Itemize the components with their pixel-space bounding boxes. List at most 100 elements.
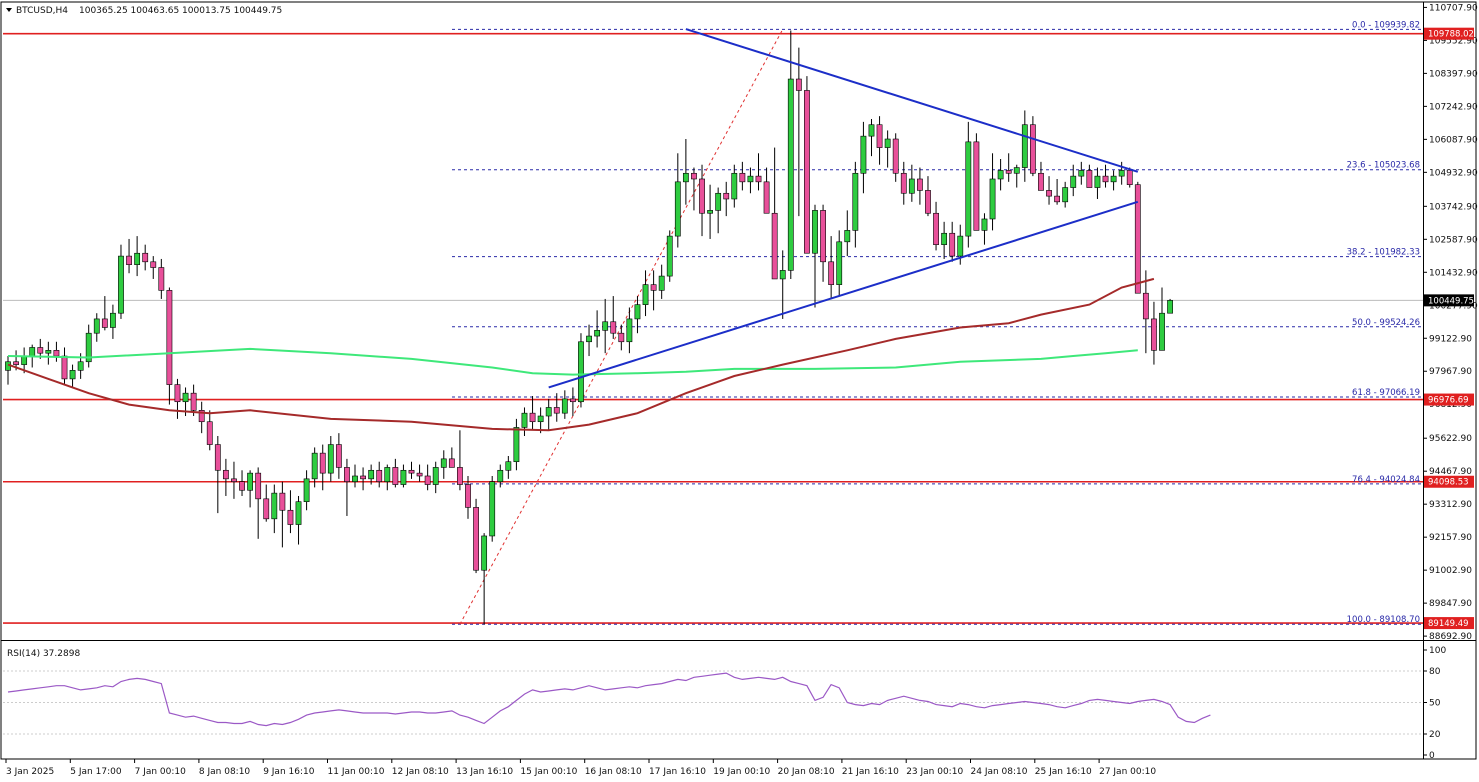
candle-body [650, 284, 657, 291]
candle [1151, 301, 1157, 365]
rsi-tick-label: 80 [1429, 667, 1441, 677]
time-tick-label: 20 Jan 08:10 [778, 767, 835, 777]
level-price-tag [1424, 27, 1474, 40]
fib-level-label: 38.2 - 101982.33 [1347, 248, 1420, 258]
candle [505, 455, 512, 479]
candle [392, 458, 399, 488]
candle [658, 264, 665, 299]
candle-body [214, 444, 221, 471]
candle-body [448, 458, 455, 468]
candle [626, 307, 633, 354]
candle [828, 236, 835, 299]
candle-body [537, 415, 544, 423]
candle [134, 236, 141, 277]
candle [917, 167, 923, 205]
candle [973, 133, 980, 231]
ma-fast-line [7, 347, 1138, 376]
candle-body [836, 241, 843, 285]
candle [231, 461, 237, 499]
candle-body [787, 78, 794, 271]
candle-body [569, 398, 576, 403]
candle [739, 161, 746, 191]
candle-body [561, 398, 568, 414]
candle-body [45, 350, 52, 354]
candle [731, 164, 738, 208]
candle-body [222, 469, 229, 480]
candle [812, 204, 818, 308]
candle [1078, 161, 1085, 185]
candle [787, 30, 794, 279]
candle-body [166, 290, 173, 385]
candle [239, 470, 245, 496]
candle [820, 204, 826, 282]
candle [933, 201, 939, 251]
candle [561, 390, 568, 419]
trendlines-layer [548, 28, 1139, 389]
candle [1021, 110, 1028, 182]
candle [610, 296, 617, 339]
moving-averages-layer [7, 277, 1155, 432]
candle-body [376, 469, 383, 483]
candle-body [1086, 170, 1093, 188]
trendline [685, 28, 1139, 173]
candle [1094, 167, 1101, 199]
candle [707, 184, 713, 239]
candle [1029, 116, 1036, 177]
candle [150, 256, 157, 279]
candle-body [876, 124, 883, 148]
candle [110, 304, 116, 339]
candle [747, 167, 754, 194]
candle [440, 450, 447, 479]
rsi-tick-label: 0 [1429, 751, 1435, 761]
candle-body [594, 330, 601, 337]
collapse-arrow-icon[interactable] [6, 8, 12, 12]
candle-body [392, 467, 399, 485]
candle [618, 324, 625, 351]
candle-body [319, 452, 326, 474]
candle [771, 147, 778, 280]
candle [327, 436, 334, 482]
candle-body [997, 170, 1004, 180]
level-price-tag [1424, 617, 1474, 630]
candle [53, 341, 60, 362]
fib-level-label: 23.6 - 105023.68 [1347, 161, 1420, 171]
candle [497, 464, 504, 488]
time-tick-label: 27 Jan 00:10 [1099, 767, 1156, 777]
candle [634, 296, 641, 334]
price-axis: 110707.90 109552.90 108397.90 107242.90 1060… [1423, 3, 1478, 642]
price-tick-label: 104932.90 [1429, 168, 1478, 178]
candle [868, 119, 875, 157]
candle [37, 338, 44, 359]
time-tick-label: 12 Jan 08:10 [392, 767, 449, 777]
current-price-tag-label: 100449.75 [1428, 296, 1474, 306]
candle [852, 161, 859, 248]
candle [779, 250, 786, 319]
time-axis: 3 Jan 2025 5 Jan 17:00 7 Jan 00:10 8 Jan 08… [5, 759, 1156, 777]
candle-body [295, 501, 302, 525]
candle-body [190, 392, 197, 411]
candle-body [424, 475, 431, 485]
price-tick-label: 93312.90 [1429, 500, 1472, 510]
candle [295, 495, 302, 545]
candle [1159, 287, 1165, 351]
candle-body [1054, 195, 1060, 203]
candle [1046, 176, 1052, 205]
candle-body [231, 478, 237, 483]
candle [158, 258, 165, 299]
candle [844, 210, 851, 257]
price-tick-label: 110707.90 [1429, 3, 1478, 13]
candle [578, 333, 584, 408]
candle-body [158, 267, 165, 291]
candle-body [682, 172, 689, 183]
candle-body [311, 452, 318, 480]
fib-level-label: 61.8 - 97066.19 [1352, 388, 1420, 398]
candle [465, 475, 471, 519]
candle [1126, 167, 1133, 188]
candle-body [739, 172, 746, 183]
candle-body [110, 312, 116, 328]
candle [763, 167, 770, 214]
candle-body [618, 332, 625, 343]
candle-body [884, 138, 891, 148]
candle-body [1046, 190, 1052, 197]
candle [529, 396, 536, 431]
